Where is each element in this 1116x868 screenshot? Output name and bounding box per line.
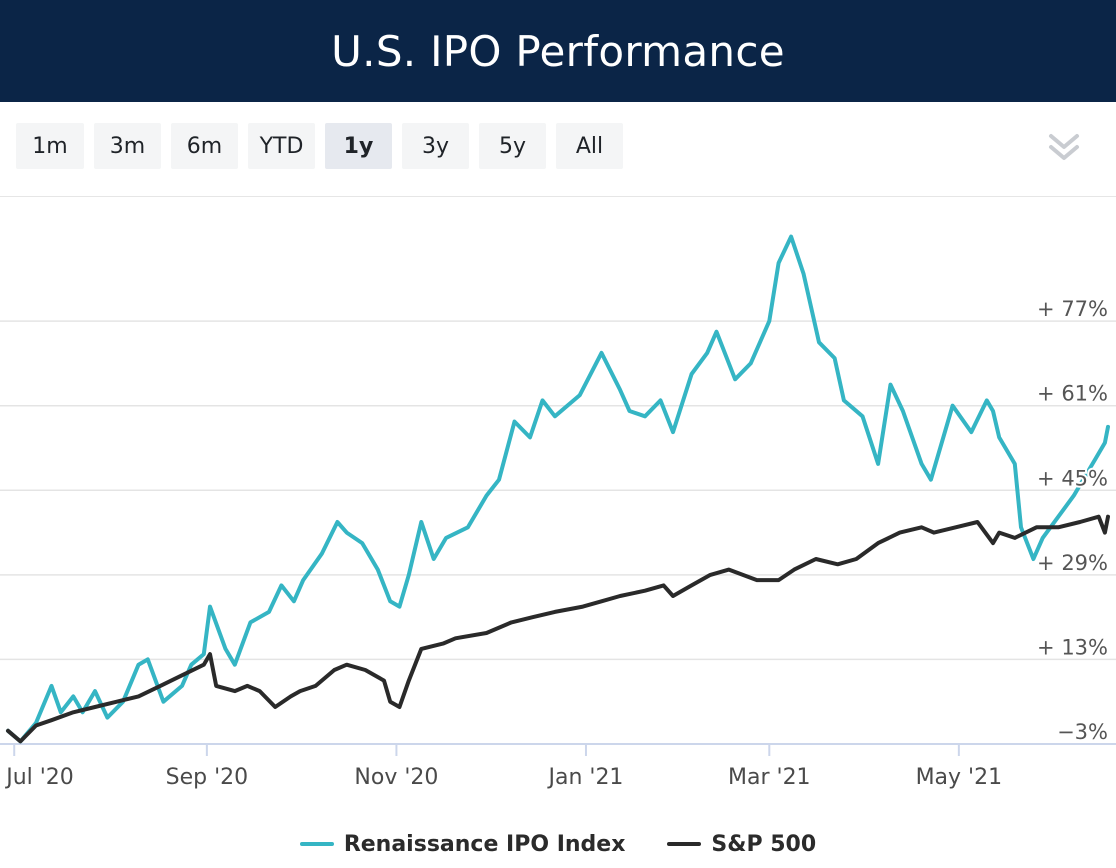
y-tick-label: + 61%: [1037, 382, 1108, 406]
x-tick-label: Jul '20: [4, 765, 74, 790]
x-tick-label: Sep '20: [166, 765, 249, 790]
y-tick-label: + 45%: [1037, 466, 1108, 490]
range-button-5y[interactable]: 5y: [479, 123, 546, 169]
legend-label-ipo: Renaissance IPO Index: [343, 831, 626, 857]
y-tick-label: −3%: [1057, 720, 1108, 744]
x-tick-label: Jan '21: [546, 765, 623, 790]
legend-item-sp500[interactable]: S&P 500: [667, 832, 816, 857]
legend-swatch-sp500: [667, 842, 702, 846]
ipo-index-line: [6, 234, 1110, 744]
y-tick-label: + 13%: [1037, 635, 1108, 659]
y-tick-label: + 29%: [1037, 551, 1108, 575]
chart-header: U.S. IPO Performance: [0, 0, 1116, 102]
range-button-ytd[interactable]: YTD: [248, 123, 315, 169]
chart-title: U.S. IPO Performance: [331, 26, 785, 76]
legend-item-ipo-index[interactable]: Renaissance IPO Index: [299, 831, 626, 857]
sp500-line: [6, 514, 1110, 744]
range-button-6m[interactable]: 6m: [171, 123, 238, 169]
y-tick-label: + 77%: [1037, 297, 1108, 321]
chart-legend: Renaissance IPO Index S&P 500: [0, 826, 1116, 862]
double-chevron-down-icon[interactable]: [1042, 128, 1086, 168]
x-tick-label: Nov '20: [354, 765, 438, 790]
ipo-performance-chart: Jul '20 Sep '20 Nov '20 Jan '21 Mar '21 May '…: [0, 234, 1116, 790]
range-selector: 1m 3m 6m YTD 1y 3y 5y All: [16, 123, 623, 169]
range-button-1m[interactable]: 1m: [16, 123, 84, 169]
legend-swatch-ipo: [299, 842, 334, 846]
toolbar-divider: [0, 196, 1116, 197]
range-button-1y[interactable]: 1y: [325, 123, 392, 169]
range-button-3y[interactable]: 3y: [402, 123, 469, 169]
range-button-3m[interactable]: 3m: [94, 123, 161, 169]
range-button-all[interactable]: All: [556, 123, 623, 169]
x-tick-label: May '21: [916, 765, 1003, 790]
x-tick-label: Mar '21: [728, 765, 811, 790]
legend-label-sp500: S&P 500: [711, 831, 817, 857]
